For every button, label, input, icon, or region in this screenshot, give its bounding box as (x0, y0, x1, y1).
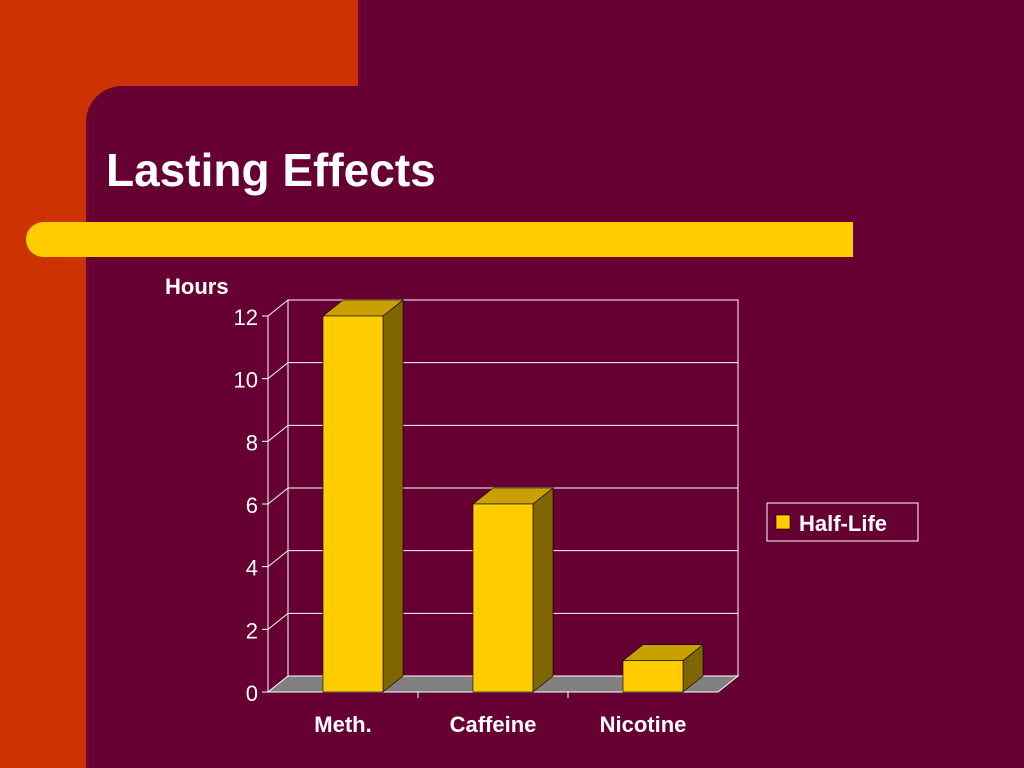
bar-side (532, 487, 554, 693)
bar (472, 503, 534, 693)
x-tick-label: Caffeine (450, 712, 537, 737)
bar-side (382, 299, 404, 693)
legend-box (766, 502, 919, 542)
side-wall-gridline (267, 362, 289, 380)
side-wall-gridline (267, 424, 289, 442)
slide-top-panel (358, 0, 1024, 86)
side-wall-gridline (267, 550, 289, 568)
x-tick-label: Nicotine (600, 712, 687, 737)
title-accent-bar (26, 222, 853, 257)
y-tick-label: 0 (246, 681, 258, 706)
side-wall-gridline (267, 487, 289, 505)
bar (622, 660, 684, 693)
legend-label: Half-Life (799, 511, 887, 536)
y-tick-label: 12 (234, 305, 258, 330)
y-tick-label: 10 (234, 368, 258, 393)
x-tick-label: Meth. (314, 712, 371, 737)
y-tick-label: 4 (246, 556, 258, 581)
y-axis-title: Hours (165, 274, 229, 299)
y-tick-label: 2 (246, 618, 258, 643)
slide-title: Lasting Effects (106, 144, 436, 196)
side-wall-gridline (267, 612, 289, 630)
bar (322, 315, 384, 693)
slide-background-panel (86, 86, 1024, 768)
y-tick-label: 8 (246, 430, 258, 455)
y-tick-label: 6 (246, 493, 258, 518)
legend-swatch (775, 514, 791, 530)
side-wall-gridline (267, 299, 289, 317)
